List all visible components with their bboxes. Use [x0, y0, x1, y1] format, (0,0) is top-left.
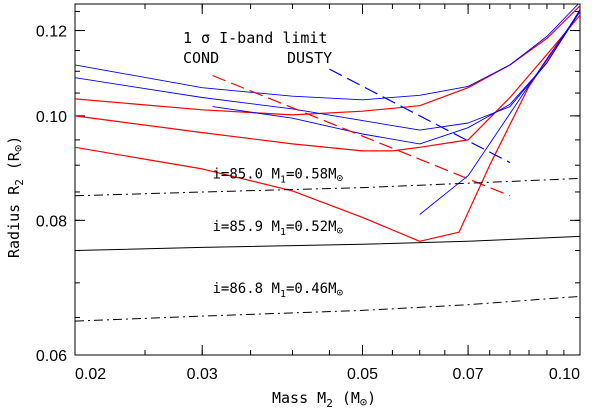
inclination-annotation: i=85.0 M1=0.58M⊙	[213, 166, 344, 185]
series-line-dusty-i-band-limit	[329, 68, 511, 164]
series-line-dusty-isochrone-3	[212, 11, 580, 145]
x-tick-label: 0.02	[75, 366, 106, 383]
series-line-dusty-isochrone-4	[419, 11, 580, 215]
series-line-dusty-isochrone-1	[75, 4, 579, 101]
y-tick-label: 0.06	[36, 348, 67, 365]
legend-title: 1 σ I-band limit	[183, 29, 328, 47]
series-line-i-86-8-m1-0-46	[75, 295, 580, 322]
series-line-cond-isochrone-2	[75, 14, 580, 152]
inclination-annotation: i=86.8 M1=0.46M⊙	[213, 281, 344, 300]
x-tick-label: 0.05	[347, 366, 378, 383]
sun-symbol: ⊙	[11, 145, 25, 152]
series-line-cond-isochrone-1	[75, 5, 580, 116]
series-group	[75, 4, 580, 322]
y-tick-label: 0.08	[36, 213, 67, 230]
x-axis-label: Mass M2 (M⊙)	[272, 389, 376, 410]
series-line-i-85-0-m1-0-58	[75, 177, 580, 197]
y-axis-label: Radius R2 (R⊙)	[5, 136, 26, 258]
legend-cond: COND	[183, 49, 219, 67]
sun-symbol: ⊙	[360, 395, 367, 409]
y-tick-label: 0.12	[36, 24, 67, 41]
legend-dusty: DUSTY	[287, 49, 332, 67]
x-tick-label: 0.07	[453, 366, 484, 383]
series-line-cond-isochrone-3	[75, 11, 580, 242]
series-line-cond-i-band-limit	[212, 74, 511, 197]
x-tick-label: 0.10	[549, 366, 580, 383]
y-tick-label: 0.10	[36, 109, 67, 126]
plot-frame	[74, 3, 581, 356]
inclination-annotation: i=85.9 M1=0.52M⊙	[213, 219, 344, 238]
series-line-dusty-isochrone-2	[75, 9, 580, 131]
axis-tick-labels: 0.02 0.03 0.05 0.07 0.10 0.06 0.08 0.10 0.12	[36, 24, 580, 383]
annotations-group: i=85.0 M1=0.58M⊙ i=85.9 M1=0.52M⊙ i=86.8 M…	[213, 166, 344, 300]
x-tick-label: 0.03	[187, 366, 218, 383]
series-line-i-85-9-m1-0-52	[75, 235, 580, 251]
